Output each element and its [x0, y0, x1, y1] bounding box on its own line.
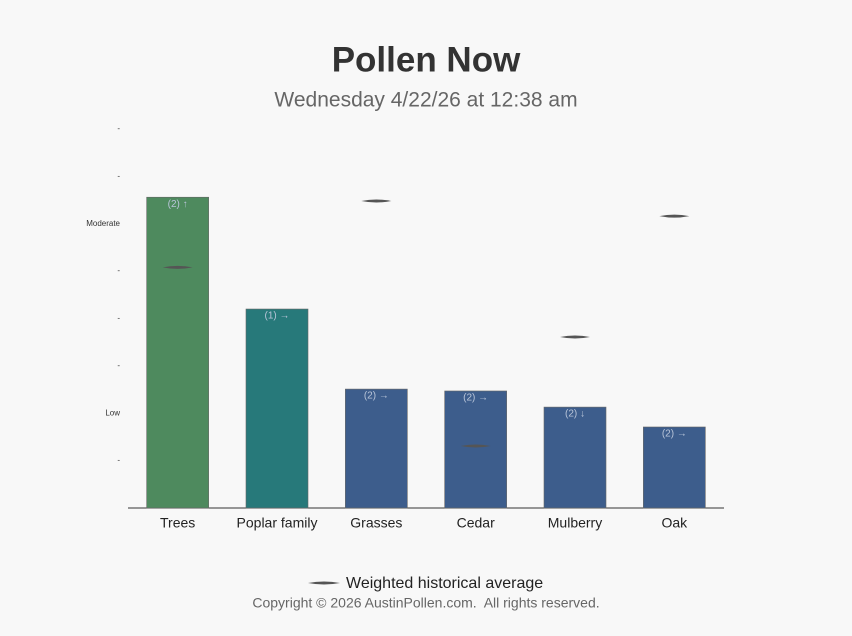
bar-annotation: (2) →: [662, 429, 687, 440]
bar-annotation: (2) ↑: [168, 199, 188, 210]
legend-swatch: [308, 581, 340, 585]
x-tick-label: Trees: [160, 515, 195, 531]
bar: [245, 308, 309, 509]
chart-title: Pollen Now: [332, 40, 521, 79]
y-tick-label: -: [117, 266, 120, 275]
legend-label: Weighted historical average: [346, 575, 543, 592]
historical-average: [361, 199, 392, 203]
bar-annotation: (1) →: [265, 311, 290, 322]
bar-annotation: (2) →: [463, 393, 488, 404]
historical-average: [162, 265, 193, 269]
y-tick-label: Low: [105, 408, 120, 417]
bar: [146, 196, 209, 509]
x-tick-label: Grasses: [350, 515, 402, 531]
bar: [345, 388, 408, 509]
y-tick-label: -: [117, 314, 120, 323]
y-tick-label: -: [117, 171, 120, 180]
x-tick-label: Cedar: [457, 515, 495, 531]
bar: [643, 426, 706, 509]
x-tick-label: Poplar family: [237, 515, 318, 531]
x-tick-label: Mulberry: [548, 515, 602, 531]
y-tick-label: -: [117, 361, 120, 370]
x-tick-label: Oak: [661, 515, 688, 531]
bar-annotation: (2) ↓: [565, 409, 585, 420]
bar: [543, 406, 607, 509]
y-tick-label: -: [117, 124, 120, 133]
chart-subtitle: Wednesday 4/22/26 at 12:38 am: [274, 89, 577, 112]
historical-average: [560, 335, 590, 339]
y-tick-label: -: [117, 456, 120, 465]
bar: [444, 390, 507, 509]
footer: Copyright © 2026 AustinPollen.com. All r…: [252, 595, 599, 611]
historical-average: [460, 444, 491, 448]
y-tick-label: Moderate: [86, 219, 120, 228]
historical-average: [659, 214, 690, 218]
bar-annotation: (2) →: [364, 391, 389, 402]
